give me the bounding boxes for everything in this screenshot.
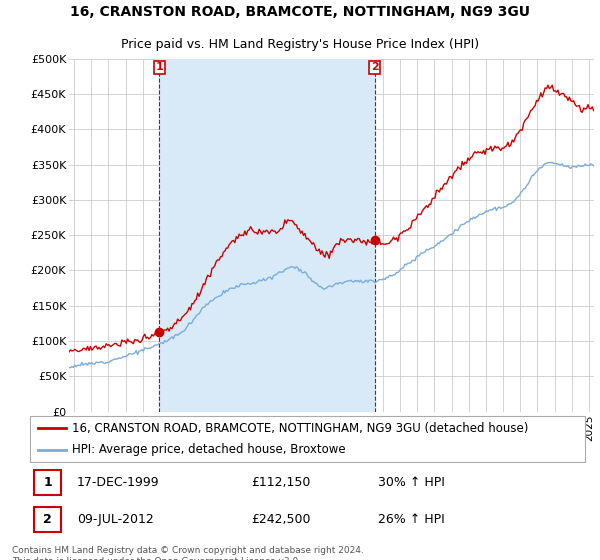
Text: HPI: Average price, detached house, Broxtowe: HPI: Average price, detached house, Brox… [71,443,345,456]
Text: £242,500: £242,500 [251,513,310,526]
Text: 2: 2 [43,513,52,526]
Text: 26% ↑ HPI: 26% ↑ HPI [378,513,445,526]
Text: 1: 1 [43,475,52,489]
Text: 09-JUL-2012: 09-JUL-2012 [77,513,154,526]
Text: £112,150: £112,150 [251,475,310,489]
Text: 17-DEC-1999: 17-DEC-1999 [77,475,160,489]
Text: 30% ↑ HPI: 30% ↑ HPI [378,475,445,489]
Bar [159,59,375,412]
Text: Price paid vs. HM Land Registry's House Price Index (HPI): Price paid vs. HM Land Registry's House … [121,38,479,50]
Text: Contains HM Land Registry data © Crown copyright and database right 2024.
This d: Contains HM Land Registry data © Crown c… [12,547,364,560]
FancyBboxPatch shape [34,507,61,531]
FancyBboxPatch shape [30,416,585,462]
Text: 2: 2 [371,62,379,72]
FancyBboxPatch shape [34,470,61,494]
Text: 16, CRANSTON ROAD, BRAMCOTE, NOTTINGHAM, NG9 3GU: 16, CRANSTON ROAD, BRAMCOTE, NOTTINGHAM,… [70,5,530,18]
Text: 1: 1 [155,62,163,72]
Text: 16, CRANSTON ROAD, BRAMCOTE, NOTTINGHAM, NG9 3GU (detached house): 16, CRANSTON ROAD, BRAMCOTE, NOTTINGHAM,… [71,422,528,435]
